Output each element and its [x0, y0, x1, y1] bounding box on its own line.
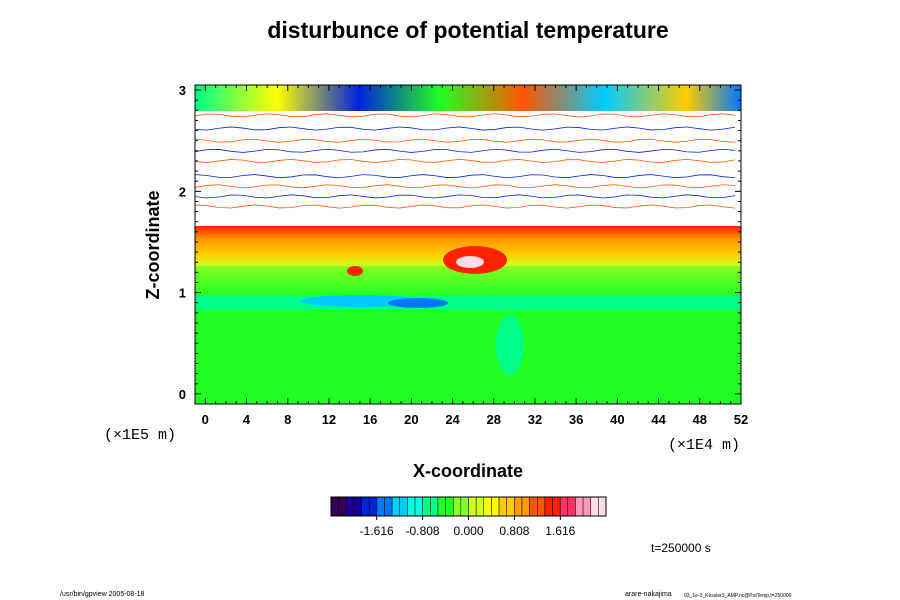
- colorbar-segment: [384, 496, 393, 517]
- x-axis-ticks: 0 4 8 12 16 20 24 28 32 36 40 44 48 52: [202, 85, 748, 427]
- x-tick-label: 20: [404, 412, 418, 427]
- time-label: t=250000 s: [651, 541, 711, 555]
- x-tick-label: 44: [651, 412, 666, 427]
- warm-anomaly-left: [347, 266, 363, 276]
- colorbar-segment: [582, 496, 591, 517]
- y-axis-label: Z-coordinate: [143, 190, 163, 299]
- colorbar-segment: [391, 496, 401, 517]
- colorbar-segment: [475, 496, 485, 517]
- x-tick-label: 52: [734, 412, 748, 427]
- cool-anomaly-center: [388, 298, 448, 308]
- x-tick-label: 28: [487, 412, 501, 427]
- y-tick-label: 1: [179, 286, 186, 301]
- footer-left: /usr/bin/gpview 2005-08-18: [60, 591, 145, 598]
- colorbar-segment: [537, 496, 546, 517]
- colorbar-segment: [544, 496, 553, 517]
- colorbar-segment: [506, 496, 515, 517]
- y-tick-label: 0: [179, 387, 186, 402]
- colorbar-segment: [491, 496, 500, 517]
- colorbar-tick-label: 1.616: [545, 524, 575, 538]
- footer-right-small: 03_1e-3_Kessler3_AMP.nc@PotTemp,t=250000: [684, 593, 792, 599]
- y-tick-label: 3: [179, 83, 186, 98]
- contour-line: [194, 148, 736, 153]
- x-tick-label: 8: [284, 412, 291, 427]
- colorbar-segment: [430, 496, 439, 517]
- x-tick-label: 4: [243, 412, 251, 427]
- colorbar-segment: [346, 496, 355, 517]
- y-scale-label: (×1E5 m): [104, 427, 176, 444]
- contour-line: [194, 184, 736, 189]
- colorbar-segment: [567, 496, 576, 517]
- colorbar-segment: [407, 496, 416, 517]
- colorbar-tick-label: 0.808: [499, 524, 529, 538]
- x-tick-label: 32: [528, 412, 542, 427]
- colorbar-segment: [575, 496, 584, 517]
- heatmap-field: [194, 85, 741, 404]
- colorbar-segment: [452, 496, 462, 517]
- contour-line: [194, 113, 736, 118]
- colorbar-segment: [422, 496, 431, 517]
- colorbar-segment: [460, 496, 469, 517]
- colorbar-segment: [559, 496, 569, 517]
- contour-line: [194, 194, 736, 199]
- contour-line: [194, 158, 736, 163]
- colorbar-segment: [521, 496, 530, 517]
- colorbar-segment: [498, 496, 507, 517]
- colorbar-segment: [368, 496, 378, 517]
- cool-plume: [496, 315, 524, 375]
- x-tick-label: 0: [202, 412, 209, 427]
- warm-anomaly-inner: [456, 256, 484, 268]
- colorbar-tick-label: -1.616: [360, 524, 394, 538]
- colorbar-tick-labels: -1.616 -0.808 0.000 0.808 1.616: [360, 516, 576, 538]
- colorbar-segment: [437, 496, 446, 517]
- x-tick-label: 16: [363, 412, 377, 427]
- x-tick-label: 36: [569, 412, 583, 427]
- x-axis-label: X-coordinate: [413, 461, 523, 481]
- colorbar-segment: [414, 496, 423, 517]
- contour-line: [194, 138, 736, 143]
- colorbar: [330, 496, 607, 517]
- x-tick-label: 12: [322, 412, 336, 427]
- footer-right-main: arare-nakajima: [625, 591, 672, 598]
- colorbar-segment: [445, 496, 454, 517]
- colorbar-segment: [330, 496, 339, 517]
- colorbar-segment: [361, 496, 370, 517]
- colorbar-segment: [483, 496, 492, 517]
- contour-line: [194, 126, 736, 131]
- colorbar-tick-label: 0.000: [453, 524, 483, 538]
- colorbar-segment: [552, 496, 561, 517]
- colorbar-tick-label: -0.808: [406, 524, 440, 538]
- band-top-disturbed: [195, 85, 741, 111]
- colorbar-segment: [338, 496, 347, 517]
- y-tick-label: 2: [179, 184, 186, 199]
- colorbar-segment: [598, 496, 607, 517]
- x-tick-label: 40: [610, 412, 624, 427]
- colorbar-segment: [399, 496, 408, 517]
- contour-line: [194, 204, 736, 209]
- colorbar-segment: [514, 496, 523, 517]
- colorbar-segment: [590, 496, 599, 517]
- colorbar-segment: [468, 496, 477, 517]
- x-tick-label: 48: [693, 412, 707, 427]
- colorbar-segment: [529, 496, 538, 517]
- x-tick-label: 24: [445, 412, 460, 427]
- y-axis-ticks: 0 1 2 3: [179, 83, 741, 402]
- colorbar-segment: [353, 496, 362, 517]
- contour-line: [194, 174, 736, 179]
- plot-frame: [194, 84, 742, 405]
- band-cool-layer: [195, 296, 741, 310]
- colorbar-segment: [376, 496, 385, 517]
- x-scale-label: (×1E4 m): [668, 437, 740, 454]
- chart-title: disturbunce of potential temperature: [267, 17, 668, 43]
- layer-contours: [194, 113, 736, 209]
